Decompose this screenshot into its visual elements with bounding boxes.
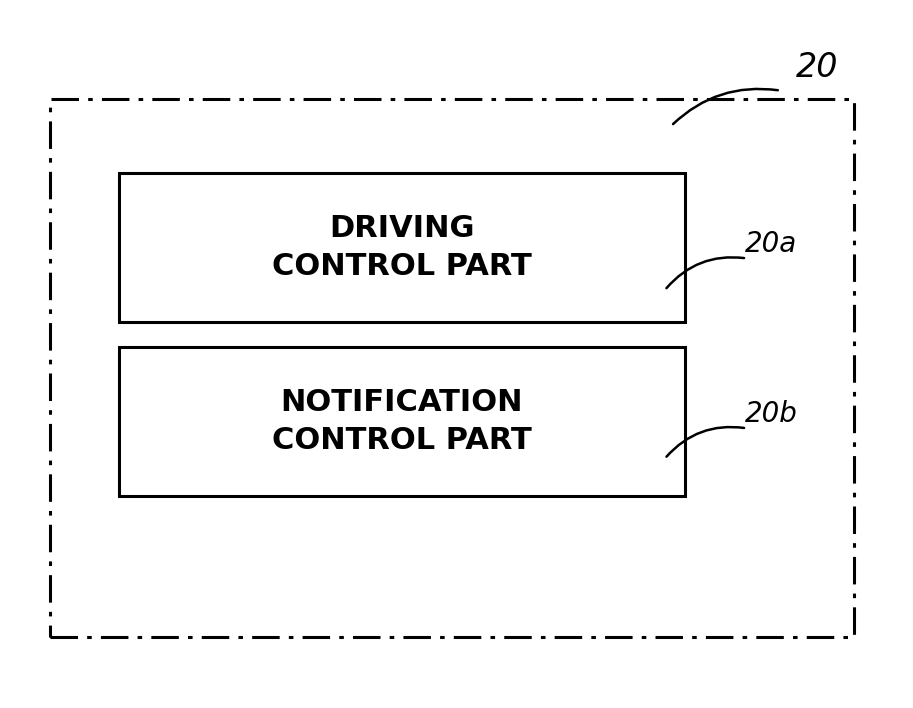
Text: DRIVING
CONTROL PART: DRIVING CONTROL PART — [272, 215, 531, 281]
Text: 20a: 20a — [745, 230, 798, 258]
Bar — [119, 347, 685, 496]
Text: NOTIFICATION
CONTROL PART: NOTIFICATION CONTROL PART — [272, 388, 531, 455]
Text: 20: 20 — [796, 51, 838, 84]
Text: 20b: 20b — [745, 400, 798, 428]
Bar — [119, 173, 685, 322]
Bar — [50, 99, 854, 637]
